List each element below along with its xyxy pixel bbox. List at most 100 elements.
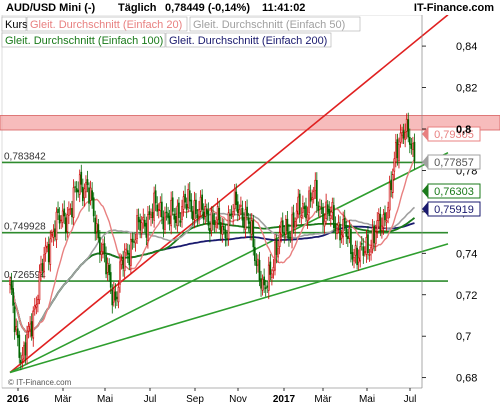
candle-body [58,215,61,224]
candle-body [108,264,111,276]
value-badge-box [427,154,481,170]
candle-body [32,310,35,339]
candle-body [128,252,131,266]
candle-body [46,246,49,249]
trend-line-green [9,151,449,374]
candle-body [125,248,128,251]
candle-body [187,188,190,208]
candle-body [286,218,289,232]
candle-body [174,216,177,224]
candle-body [35,304,38,308]
candle-body [351,252,354,260]
candle-body [350,228,352,255]
candle-body [342,218,345,237]
candle-body [209,228,211,234]
y-tick-label: 0,82 [456,83,477,95]
candle-body [348,228,351,239]
candle-body [109,272,112,288]
candle-body [404,131,406,140]
candle-body [69,208,72,210]
candle-body [398,144,400,161]
candle-body [94,217,97,234]
candle-body [241,207,244,221]
value-badge-label: 0,76303 [434,186,474,198]
current-price-label: 0,8 [456,124,471,136]
value-badge-pointer [422,127,428,141]
candle-body [157,209,160,211]
candle-body [27,326,30,332]
candle-body [147,214,149,241]
candle-body [216,206,219,221]
candle-body [112,288,115,303]
candle-body [99,236,101,255]
watermark: © IT-Finance.com [8,378,72,387]
candle-body [117,286,120,303]
candle-body [41,263,44,272]
candle-body [192,211,194,220]
candle-body [126,250,129,255]
candle-body [195,199,197,215]
candle-body [9,280,11,285]
candle-body [154,190,157,204]
candle-body [213,220,216,225]
candle-body [140,222,143,234]
candle-body [312,191,315,200]
candle-body [314,179,317,192]
candle-body [13,306,16,333]
candle-body [277,248,279,258]
candle-body [68,209,70,216]
candle-body [136,215,138,239]
candle-body [77,189,80,193]
candle-body [81,186,84,202]
candle-body [331,202,334,213]
candle-body [315,180,318,206]
candle-body [219,222,222,234]
candle-body [257,258,259,266]
candle-body [164,212,166,230]
trend-line-red [9,14,449,374]
candle-body [210,211,213,231]
candle-body [246,206,248,217]
candle-body [40,263,42,273]
plot-area [1,14,423,389]
candle-body [323,220,326,227]
chart-quote: 0,78449 (-0,14%) [165,2,250,14]
candle-body [78,174,81,195]
x-tick-label: Mär [54,394,72,405]
x-tick-label: Nov [229,394,247,405]
candle-body [64,217,67,234]
candle-body [401,132,403,136]
candle-body [240,204,242,207]
candle-body [204,206,207,217]
legend-item-label: Gleit. Durchschnitt (Einfach 20) [30,19,182,31]
value-badge-pointer [422,184,428,198]
candle-body [12,288,14,306]
candle-body [130,238,132,266]
candle-body [230,213,233,215]
candle-body [382,214,385,228]
legend-item-box [1,32,166,48]
candle-body [294,221,296,230]
candle-body [29,323,31,330]
candle-body [377,213,380,221]
candle-body [57,208,59,213]
candle-body [179,220,182,223]
candle-body [91,190,93,201]
candle-body [336,227,338,235]
candle-body [376,220,379,232]
x-tick-label: Jul [404,394,417,405]
candle-body [395,142,397,163]
y-tick-label: 0,68 [456,373,477,385]
candle-body [205,208,208,215]
candle-body [24,342,27,356]
candle-body [37,299,39,305]
candle-body [379,213,382,232]
candle-body [170,199,173,227]
candle-body [258,259,261,281]
candle-body [100,250,103,255]
candle-body [212,214,214,224]
candle-body [393,158,396,172]
candle-body [295,210,298,220]
y-tick-label: 0,84 [456,41,477,53]
candle-body [167,213,169,219]
